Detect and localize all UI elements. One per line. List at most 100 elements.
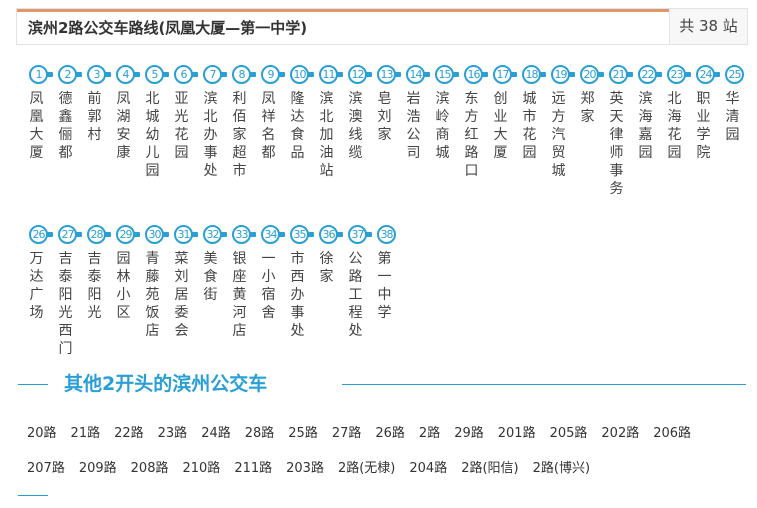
station-name[interactable]: 华清园 — [725, 91, 740, 143]
station-name[interactable]: 北海花园 — [667, 91, 682, 161]
station-name[interactable]: 东方红路口 — [464, 91, 479, 179]
station-item[interactable]: 21 英天律师事务 — [604, 65, 633, 198]
route-link[interactable]: 204路 — [409, 461, 448, 476]
route-link[interactable]: 207路 — [27, 461, 65, 476]
station-name[interactable]: 亚光花园 — [174, 91, 189, 161]
station-item[interactable]: 30 青藤苑饭店 — [140, 225, 169, 358]
station-item[interactable]: 7 滨北办事处 — [198, 65, 227, 198]
station-name[interactable]: 北城幼儿园 — [145, 91, 160, 179]
station-item[interactable]: 31 菜刘居委会 — [169, 225, 198, 358]
station-name[interactable]: 德鑫俪都 — [58, 91, 73, 161]
route-link[interactable]: 26路 — [375, 426, 405, 441]
station-name[interactable]: 银座黄河店 — [232, 251, 247, 339]
station-name[interactable]: 菜刘居委会 — [174, 251, 189, 339]
route-link[interactable]: 28路 — [244, 426, 275, 441]
route-link[interactable]: 23路 — [157, 426, 188, 441]
route-link[interactable]: 2路(无棣) — [337, 461, 396, 476]
station-item[interactable]: 1 凤凰大厦 — [24, 65, 53, 198]
route-link[interactable]: 208路 — [130, 461, 169, 476]
station-item[interactable]: 3 前郭村 — [82, 65, 111, 198]
route-link[interactable]: 2路 — [418, 426, 441, 441]
station-item[interactable]: 4 凤湖安康 — [111, 65, 140, 198]
station-item[interactable]: 2 德鑫俪都 — [53, 65, 82, 198]
station-item[interactable]: 27 吉泰阳光西门 — [53, 225, 82, 358]
station-name[interactable]: 英天律师事务 — [609, 91, 624, 197]
station-item[interactable]: 11 滨北加油站 — [314, 65, 343, 198]
station-item[interactable]: 19 远方汽贸城 — [546, 65, 575, 198]
station-name[interactable]: 前郭村 — [87, 91, 102, 143]
station-name[interactable]: 滨北办事处 — [203, 91, 218, 179]
station-name[interactable]: 城市花园 — [522, 91, 537, 161]
station-name[interactable]: 滨海嘉园 — [638, 91, 653, 161]
station-item[interactable]: 15 滨岭商城 — [430, 65, 459, 198]
station-name[interactable]: 滨澳线缆 — [348, 91, 363, 161]
station-name[interactable]: 市西办事处 — [290, 251, 305, 339]
station-item[interactable]: 26 万达广场 — [24, 225, 53, 358]
station-name[interactable]: 美食街 — [203, 251, 218, 303]
station-item[interactable]: 6 亚光花园 — [169, 65, 198, 198]
station-item[interactable]: 20 郑家 — [575, 65, 604, 198]
station-name[interactable]: 徐家 — [319, 251, 334, 285]
station-name[interactable]: 职业学院 — [696, 91, 711, 161]
station-item[interactable]: 9 凤祥名都 — [256, 65, 285, 198]
station-name[interactable]: 第一中学 — [377, 251, 392, 321]
station-name[interactable]: 滨岭商城 — [435, 91, 450, 161]
station-item[interactable]: 17 创业大厦 — [488, 65, 517, 198]
station-item[interactable]: 13 皂刘家 — [372, 65, 401, 198]
station-item[interactable]: 29 园林小区 — [111, 225, 140, 358]
station-item[interactable]: 25 华清园 — [720, 65, 749, 198]
station-item[interactable]: 16 东方红路口 — [459, 65, 488, 198]
route-link[interactable]: 203路 — [286, 461, 324, 476]
station-name[interactable]: 滨北加油站 — [319, 91, 334, 179]
station-item[interactable]: 10 隆达食品 — [285, 65, 314, 198]
station-name[interactable]: 一小宿舍 — [261, 251, 276, 321]
station-item[interactable]: 22 滨海嘉园 — [633, 65, 662, 198]
route-link[interactable]: 20路 — [27, 426, 57, 441]
station-item[interactable]: 33 银座黄河店 — [227, 225, 256, 358]
station-item[interactable]: 12 滨澳线缆 — [343, 65, 372, 198]
station-item[interactable]: 34 一小宿舍 — [256, 225, 285, 358]
route-link[interactable]: 206路 — [653, 426, 692, 441]
station-item[interactable]: 18 城市花园 — [517, 65, 546, 198]
route-link[interactable]: 22路 — [114, 426, 144, 441]
station-name[interactable]: 园林小区 — [116, 251, 131, 321]
station-item[interactable]: 37 公路工程处 — [343, 225, 372, 358]
route-link[interactable]: 27路 — [331, 426, 362, 441]
station-name[interactable]: 公路工程处 — [348, 251, 363, 339]
station-item[interactable]: 5 北城幼儿园 — [140, 65, 169, 198]
route-link[interactable]: 210路 — [182, 461, 221, 476]
station-name[interactable]: 远方汽贸城 — [551, 91, 566, 179]
route-link[interactable]: 21路 — [70, 426, 101, 441]
route-link[interactable]: 209路 — [78, 461, 117, 476]
station-item[interactable]: 24 职业学院 — [691, 65, 720, 198]
station-name[interactable]: 郑家 — [580, 91, 595, 125]
station-name[interactable]: 凤湖安康 — [116, 91, 131, 161]
route-link[interactable]: 202路 — [601, 426, 640, 441]
station-name[interactable]: 皂刘家 — [377, 91, 392, 143]
station-item[interactable]: 35 市西办事处 — [285, 225, 314, 358]
station-name[interactable]: 岩浩公司 — [406, 91, 421, 161]
station-item[interactable]: 8 利佰家超市 — [227, 65, 256, 198]
station-name[interactable]: 凤祥名都 — [261, 91, 276, 161]
station-name[interactable]: 青藤苑饭店 — [145, 251, 160, 339]
station-item[interactable]: 14 岩浩公司 — [401, 65, 430, 198]
route-link[interactable]: 29路 — [454, 426, 484, 441]
route-link[interactable]: 24路 — [201, 426, 231, 441]
station-item[interactable]: 38 第一中学 — [372, 225, 401, 358]
route-link[interactable]: 2路(阳信) — [461, 461, 519, 476]
route-link[interactable]: 205路 — [549, 426, 588, 441]
station-name[interactable]: 隆达食品 — [290, 91, 305, 161]
route-link[interactable]: 2路(博兴) — [532, 461, 591, 476]
route-link[interactable]: 25路 — [288, 426, 318, 441]
station-item[interactable]: 32 美食街 — [198, 225, 227, 358]
station-item[interactable]: 28 吉泰阳光 — [82, 225, 111, 358]
station-item[interactable]: 36 徐家 — [314, 225, 343, 358]
station-name[interactable]: 万达广场 — [29, 251, 44, 321]
route-link[interactable]: 211路 — [234, 461, 273, 476]
station-item[interactable]: 23 北海花园 — [662, 65, 691, 198]
station-name[interactable]: 凤凰大厦 — [29, 91, 44, 161]
route-link[interactable]: 201路 — [497, 426, 536, 441]
station-name[interactable]: 吉泰阳光 — [87, 251, 102, 321]
station-name[interactable]: 吉泰阳光西门 — [58, 251, 73, 357]
station-name[interactable]: 利佰家超市 — [232, 91, 247, 179]
